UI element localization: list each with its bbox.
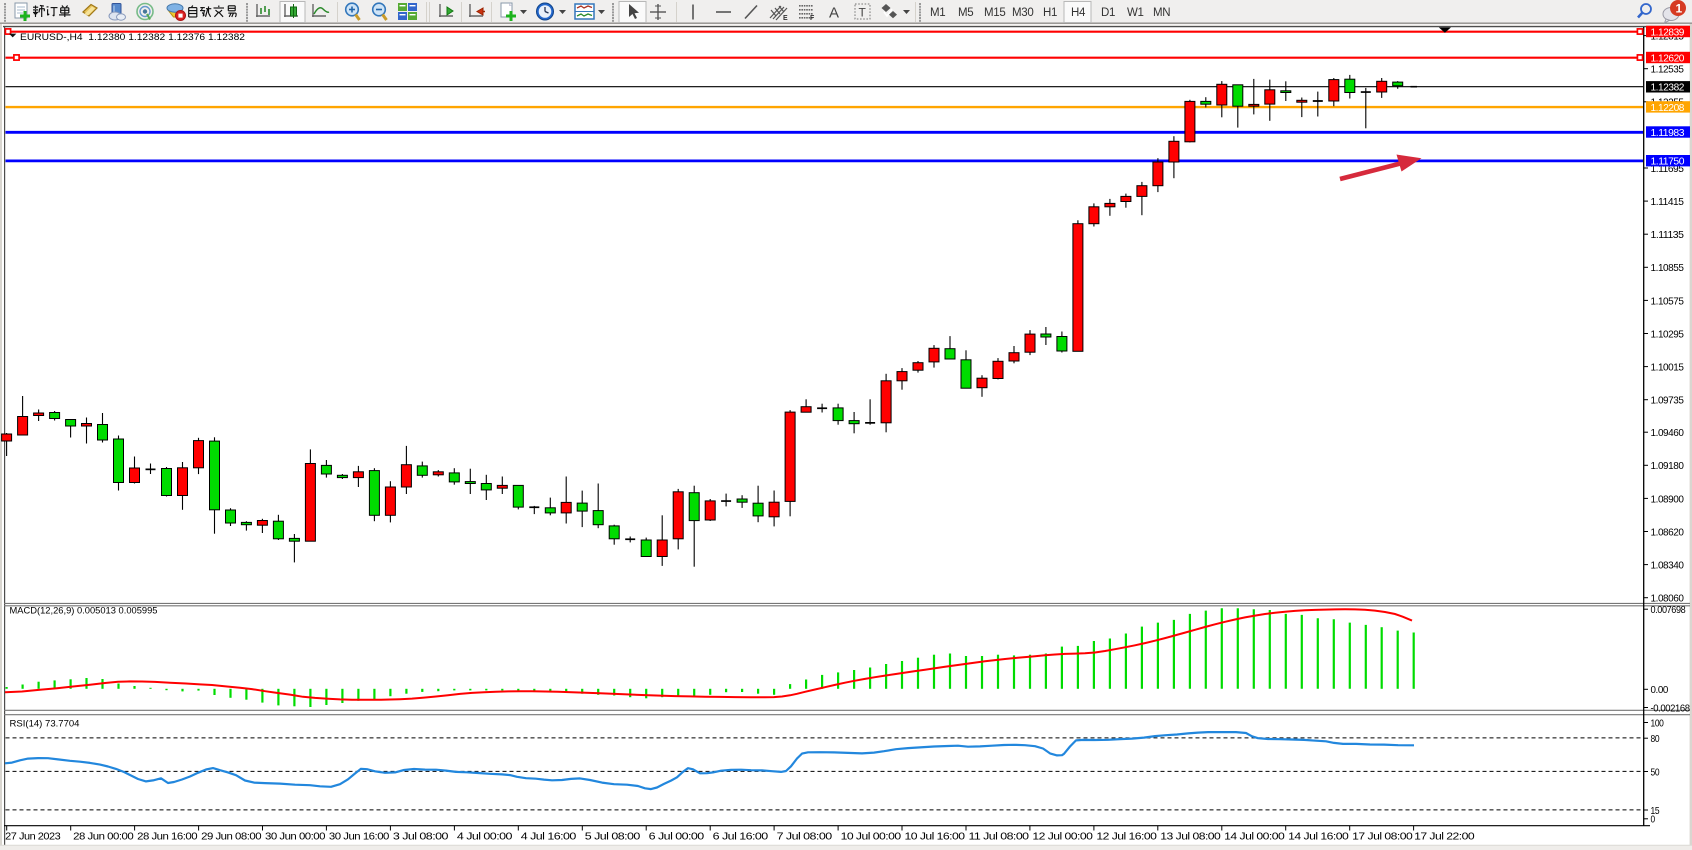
svg-text:14 Jul 00:00: 14 Jul 00:00 <box>1224 832 1285 843</box>
svg-text:1.12208: 1.12208 <box>1651 103 1685 114</box>
svg-text:1.10295: 1.10295 <box>1651 329 1685 340</box>
svg-text:W1: W1 <box>1127 7 1144 19</box>
svg-text:0: 0 <box>1651 815 1656 826</box>
svg-text:1.09735: 1.09735 <box>1651 396 1685 407</box>
svg-text:M30: M30 <box>1012 7 1033 19</box>
svg-text:3 Jul 08:00: 3 Jul 08:00 <box>393 832 449 843</box>
svg-text:17 Jul 22:00: 17 Jul 22:00 <box>1414 832 1475 843</box>
svg-text:1.09180: 1.09180 <box>1651 461 1685 472</box>
svg-text:1.12382: 1.12382 <box>1651 83 1685 94</box>
svg-text:1.08060: 1.08060 <box>1651 594 1685 605</box>
svg-text:-0.002168: -0.002168 <box>1651 703 1691 714</box>
svg-text:4 Jul 16:00: 4 Jul 16:00 <box>521 832 577 843</box>
svg-text:50: 50 <box>1651 767 1660 778</box>
svg-text:MACD(12,26,9) 0.005013 0.00599: MACD(12,26,9) 0.005013 0.005995 <box>10 606 158 617</box>
svg-text:80: 80 <box>1651 734 1660 745</box>
svg-text:12 Jul 16:00: 12 Jul 16:00 <box>1096 832 1157 843</box>
svg-text:EURUSD-,H4 1.12380 1.12382 1.: EURUSD-,H4 1.12380 1.12382 1.12376 1.123… <box>20 32 245 43</box>
svg-text:A: A <box>829 5 839 22</box>
svg-text:17 Jul 08:00: 17 Jul 08:00 <box>1352 832 1413 843</box>
svg-text:0.00: 0.00 <box>1651 685 1669 696</box>
svg-text:28 Jun 16:00: 28 Jun 16:00 <box>137 832 198 843</box>
svg-text:12 Jul 00:00: 12 Jul 00:00 <box>1032 832 1093 843</box>
svg-text:M1: M1 <box>930 7 945 19</box>
svg-text:1.08340: 1.08340 <box>1651 561 1685 572</box>
svg-text:1.11983: 1.11983 <box>1651 128 1685 139</box>
svg-text:7 Jul 08:00: 7 Jul 08:00 <box>777 832 833 843</box>
svg-text:1.12839: 1.12839 <box>1651 27 1685 38</box>
svg-text:1.11695: 1.11695 <box>1651 164 1685 175</box>
svg-text:1.11415: 1.11415 <box>1651 197 1685 208</box>
svg-text:4 Jul 00:00: 4 Jul 00:00 <box>457 832 513 843</box>
svg-text:1.10575: 1.10575 <box>1651 296 1685 307</box>
svg-text:15: 15 <box>1651 806 1660 817</box>
svg-text:1.08620: 1.08620 <box>1651 527 1685 538</box>
svg-text:M15: M15 <box>984 7 1005 19</box>
svg-text:E: E <box>783 15 788 22</box>
svg-text:1.12620: 1.12620 <box>1651 53 1685 64</box>
svg-text:0.007698: 0.007698 <box>1651 605 1686 616</box>
svg-text:RSI(14) 73.7704: RSI(14) 73.7704 <box>10 719 81 730</box>
svg-text:D1: D1 <box>1101 7 1115 19</box>
svg-text:1.09460: 1.09460 <box>1651 428 1685 439</box>
svg-text:M5: M5 <box>958 7 973 19</box>
svg-text:14 Jul 16:00: 14 Jul 16:00 <box>1288 832 1349 843</box>
svg-text:MN: MN <box>1153 7 1170 19</box>
svg-text:F: F <box>810 15 815 22</box>
svg-text:1.10855: 1.10855 <box>1651 263 1685 274</box>
svg-text:5 Jul 08:00: 5 Jul 08:00 <box>585 832 641 843</box>
svg-text:H1: H1 <box>1043 7 1057 19</box>
svg-text:29 Jun 08:00: 29 Jun 08:00 <box>201 832 262 843</box>
svg-text:1.11135: 1.11135 <box>1651 230 1685 241</box>
svg-text:1.08900: 1.08900 <box>1651 494 1685 505</box>
svg-text:10 Jul 00:00: 10 Jul 00:00 <box>841 832 902 843</box>
svg-text:6 Jul 16:00: 6 Jul 16:00 <box>713 832 769 843</box>
svg-text:T: T <box>859 6 867 20</box>
svg-text:1.11750: 1.11750 <box>1651 157 1685 168</box>
svg-text:10 Jul 16:00: 10 Jul 16:00 <box>905 832 966 843</box>
svg-text:H4: H4 <box>1071 7 1086 19</box>
svg-text:27 Jun 2023: 27 Jun 2023 <box>5 832 61 843</box>
svg-text:1: 1 <box>1676 2 1683 16</box>
svg-text:28 Jun 00:00: 28 Jun 00:00 <box>73 832 134 843</box>
svg-text:13 Jul 08:00: 13 Jul 08:00 <box>1160 832 1221 843</box>
svg-text:30 Jun 00:00: 30 Jun 00:00 <box>265 832 326 843</box>
svg-text:6 Jul 00:00: 6 Jul 00:00 <box>649 832 705 843</box>
svg-text:1.10015: 1.10015 <box>1651 363 1685 374</box>
svg-text:100: 100 <box>1651 718 1665 729</box>
svg-text:1.12535: 1.12535 <box>1651 65 1685 76</box>
svg-text:11 Jul 08:00: 11 Jul 08:00 <box>969 832 1030 843</box>
svg-text:30 Jun 16:00: 30 Jun 16:00 <box>329 832 390 843</box>
